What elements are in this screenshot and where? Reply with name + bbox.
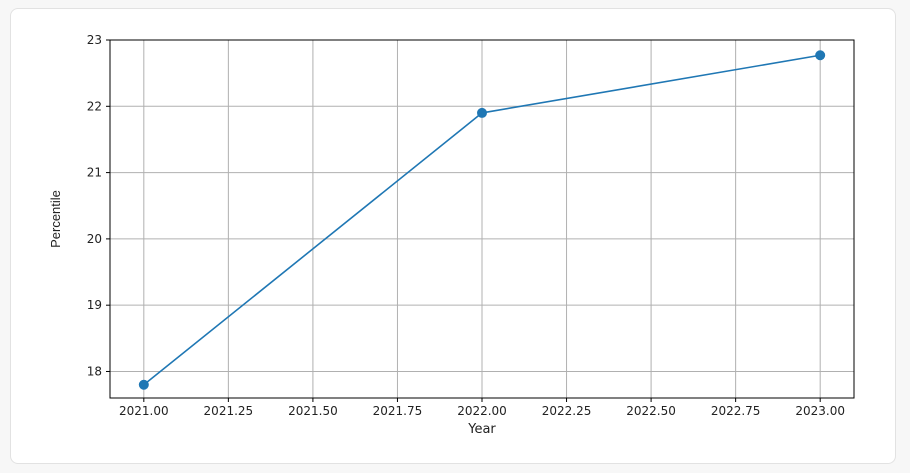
x-tick-label: 2022.25 <box>542 404 592 418</box>
y-axis-label: Percentile <box>48 190 63 248</box>
x-axis-label: Year <box>467 422 496 437</box>
x-tick-label: 2021.75 <box>373 404 423 418</box>
y-axis-ticks: 18 19 20 21 22 23 <box>87 33 110 378</box>
y-tick-label: 19 <box>87 298 102 312</box>
x-tick-label: 2021.25 <box>204 404 254 418</box>
x-tick-label: 2022.00 <box>457 404 507 418</box>
data-point <box>477 107 487 118</box>
x-axis-ticks: 2021.00 2021.25 2021.50 2021.75 2022.00 2022.… <box>119 398 845 418</box>
data-point <box>138 379 149 390</box>
x-tick-label: 2022.75 <box>711 404 761 418</box>
grid-lines <box>110 39 854 398</box>
x-tick-label: 2021.50 <box>288 404 338 418</box>
x-tick-label: 2021.00 <box>119 404 169 418</box>
y-tick-label: 18 <box>87 364 102 378</box>
data-point <box>815 50 826 61</box>
x-tick-label: 2022.50 <box>626 404 676 418</box>
y-tick-label: 20 <box>87 232 102 246</box>
y-tick-label: 23 <box>87 33 102 47</box>
x-tick-label: 2023.00 <box>795 404 845 418</box>
chart-card <box>10 8 896 464</box>
series-group <box>138 50 826 390</box>
y-tick-label: 21 <box>87 166 102 180</box>
y-tick-label: 22 <box>87 99 102 113</box>
